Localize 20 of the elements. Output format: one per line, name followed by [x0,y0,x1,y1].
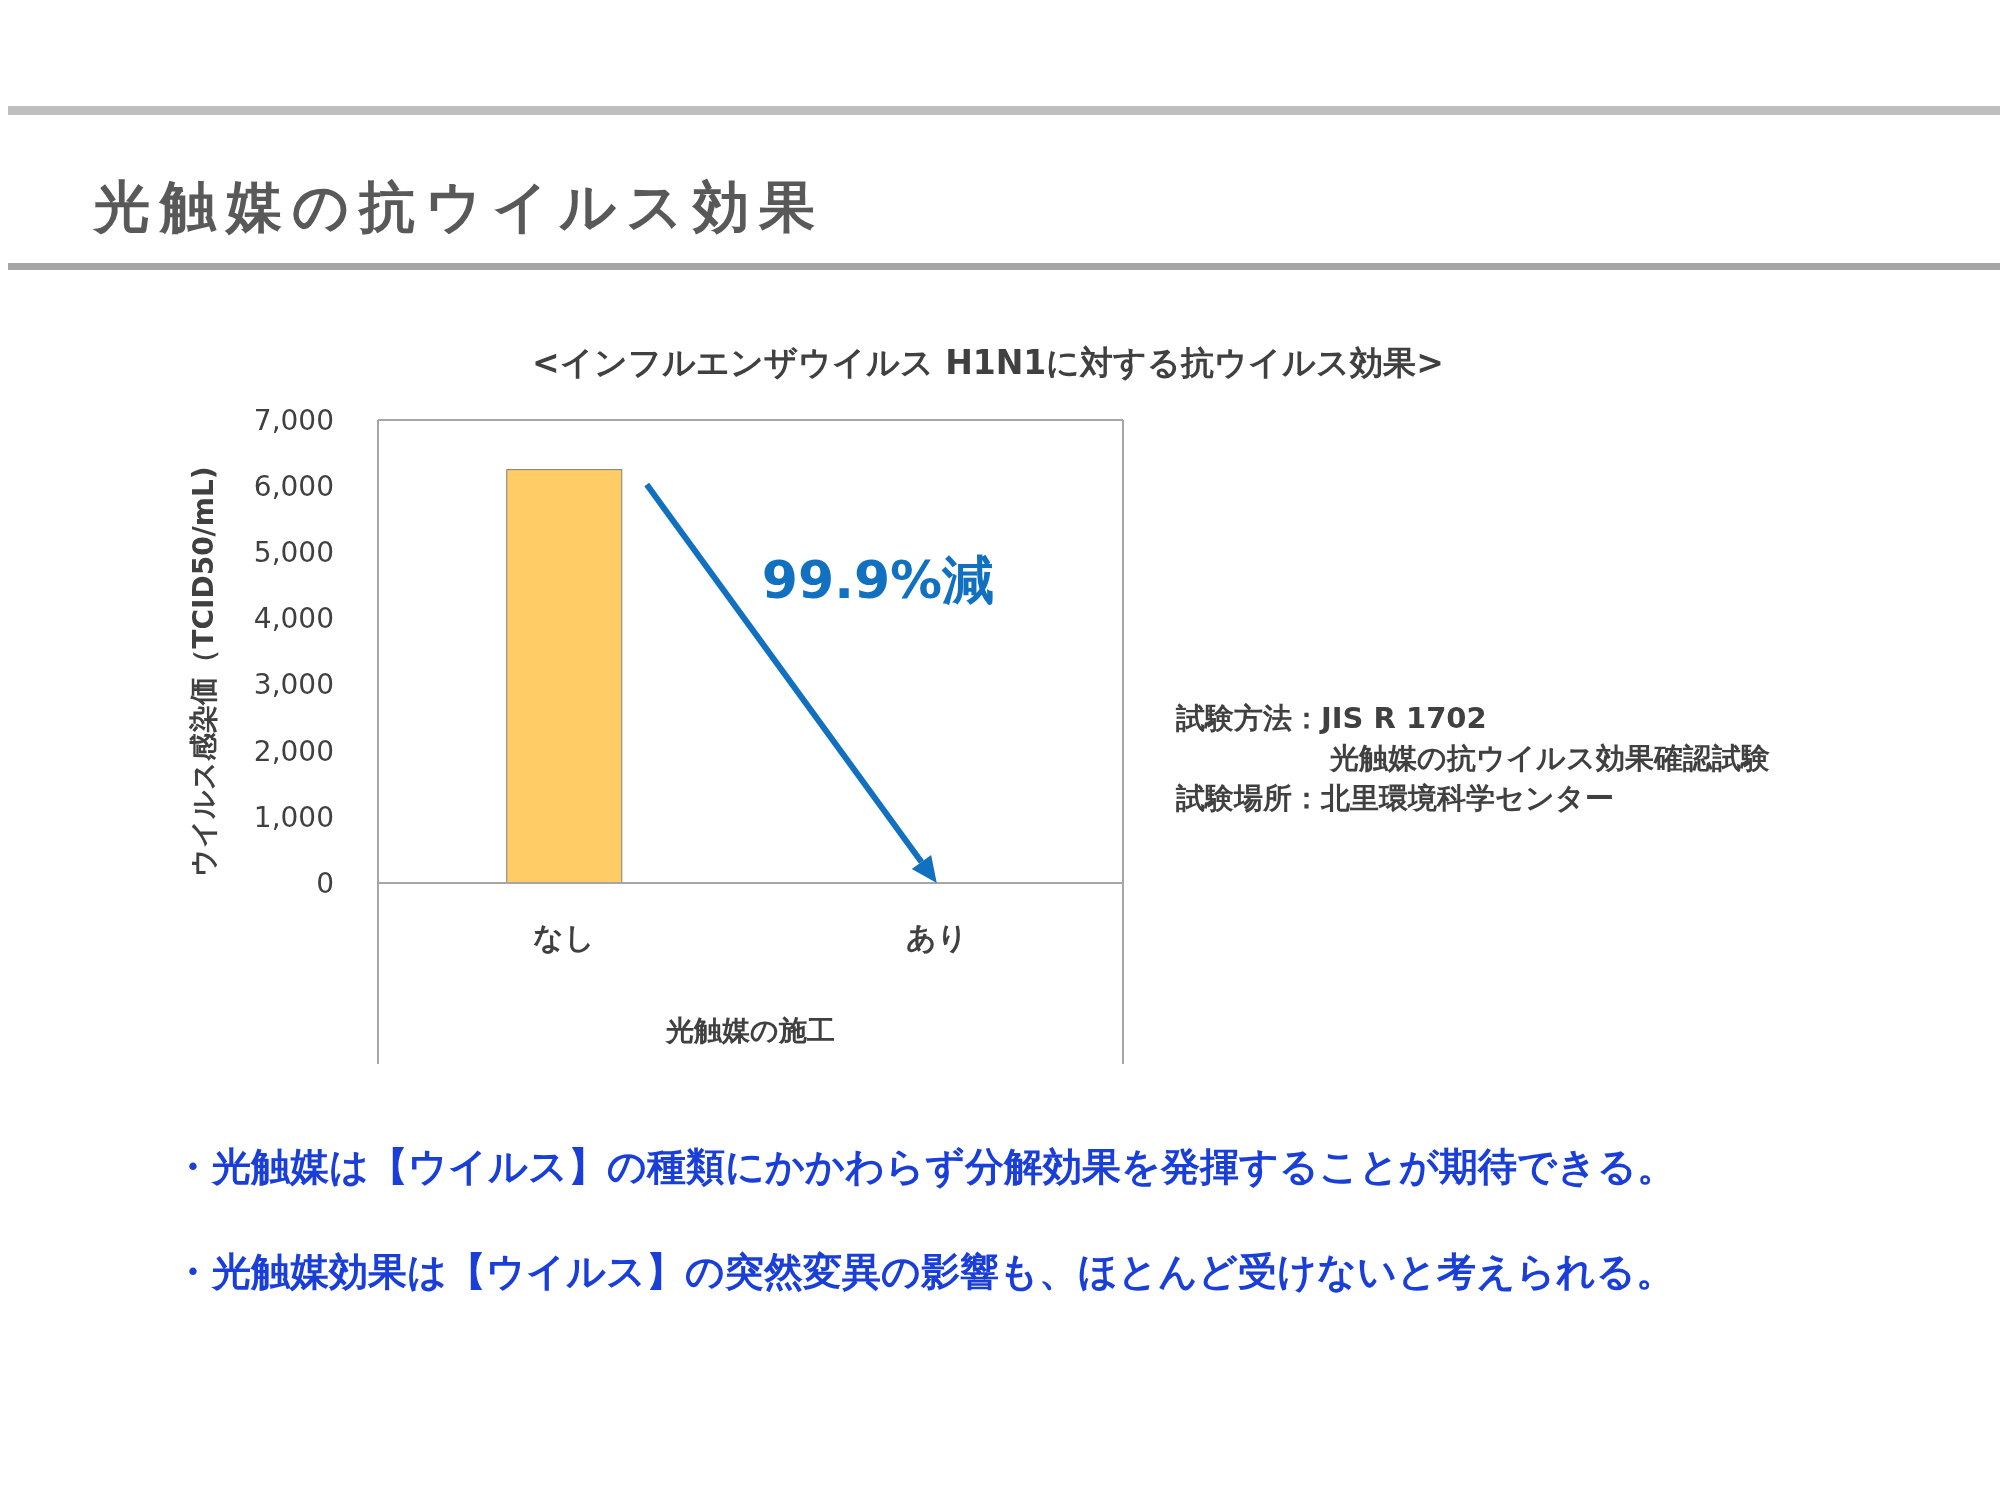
y-axis-title: ウイルス感染価（TCID50/mL) [187,466,220,877]
text: ・光触媒は【ウイルス】の種類にかかわらず分解効果を発揮することが期待できる。 [173,1144,1676,1189]
y-tick-label: 5,000 [253,536,334,570]
text: 試験場所：北里環境科学センター [1175,781,1614,815]
text: 光触媒の抗ウイルス効果確認試験 [1328,741,1770,775]
chart-subtitle: <インフルエンザウイルス H1N1に対する抗ウイルス効果> [532,343,1444,382]
y-tick-label: 3,000 [253,668,334,702]
text: ・光触媒効果は【ウイルス】の突然変異の影響も、ほとんど受けないと考えられる。 [173,1249,1675,1294]
x-tick-label: なし [533,920,596,955]
chart-title: 光触媒の抗ウイルス効果 [92,174,825,239]
y-tick-label: 0 [316,866,334,900]
y-tick-label: 1,000 [253,800,334,834]
y-tick-label: 2,000 [253,734,334,768]
y-tick-label: 7,000 [253,403,334,437]
annotation: 99.9%減 [761,550,995,610]
x-axis-title: 光触媒の施工 [664,1014,835,1047]
y-tick-label: 6,000 [253,469,334,503]
y-tick-label: 4,000 [253,602,334,636]
text: 試験方法：JIS R 1702 [1175,701,1487,735]
x-tick-label: あり [905,920,968,955]
